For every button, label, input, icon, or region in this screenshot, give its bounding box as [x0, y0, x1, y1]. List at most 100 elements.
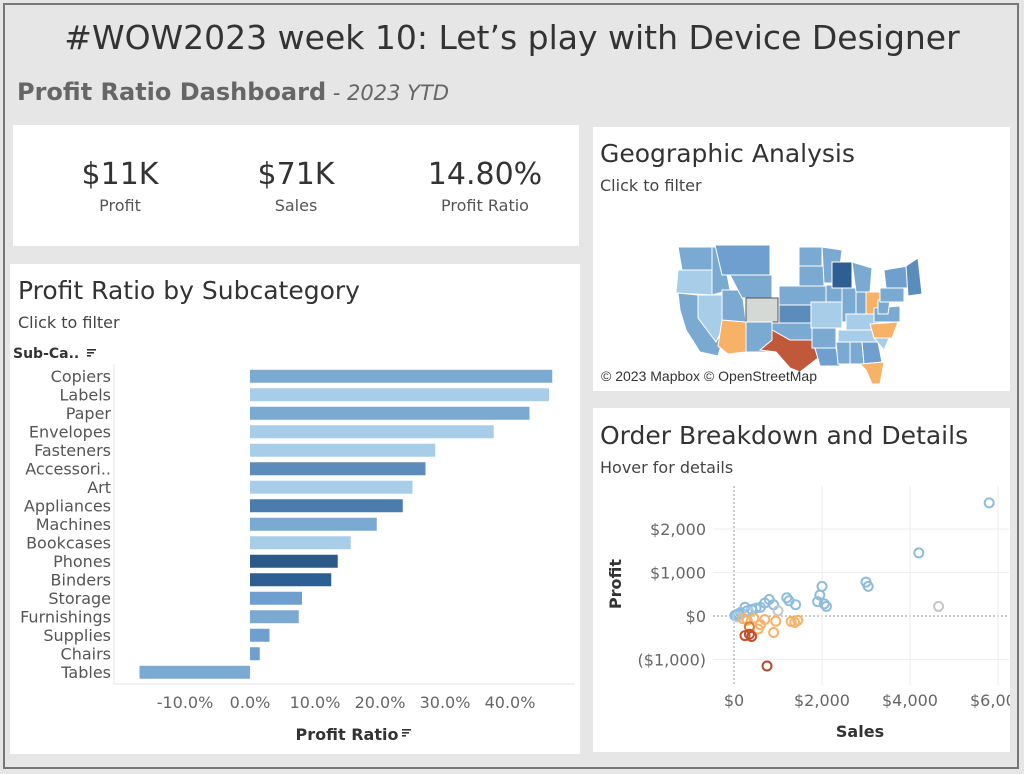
y-tick-label: $2,000	[650, 520, 706, 539]
scatter-point[interactable]	[761, 660, 773, 672]
kpi-sales-label: Sales	[274, 196, 318, 215]
state-washington[interactable]	[677, 246, 713, 271]
scatter-point[interactable]	[933, 600, 945, 612]
scatter-point[interactable]	[820, 600, 832, 612]
bar-storage[interactable]	[250, 591, 302, 605]
state-montana[interactable]	[714, 244, 771, 276]
category-label[interactable]: Fasteners	[34, 441, 111, 460]
state-wisconsin[interactable]	[831, 261, 853, 289]
subtitle-text: Profit Ratio Dashboard	[17, 78, 327, 106]
state-new-england[interactable]	[905, 257, 923, 297]
category-label[interactable]: Paper	[66, 404, 112, 423]
x-tick-label: -10.0%	[157, 693, 214, 712]
scatter-point[interactable]	[737, 613, 749, 625]
bar-labels[interactable]	[250, 388, 549, 402]
bar-envelopes[interactable]	[250, 425, 494, 439]
bar-copiers[interactable]	[250, 369, 553, 383]
state-north-dakota[interactable]	[798, 246, 823, 267]
scatter-point[interactable]	[983, 497, 995, 509]
scatter-point[interactable]	[818, 598, 830, 610]
kpi-profit-ratio-label: Profit Ratio	[441, 196, 529, 215]
category-label[interactable]: Phones	[53, 552, 111, 571]
scatter-point[interactable]	[743, 621, 755, 633]
axis-sort-icon[interactable]	[402, 729, 411, 737]
category-label[interactable]: Appliances	[24, 496, 111, 515]
scatter-point[interactable]	[770, 615, 782, 627]
state-mississippi[interactable]	[835, 341, 851, 365]
state-michigan[interactable]	[851, 261, 873, 293]
state-georgia[interactable]	[861, 341, 883, 365]
bar-fasteners[interactable]	[250, 443, 436, 457]
bar-supplies[interactable]	[250, 628, 270, 642]
scatter-point[interactable]	[743, 628, 755, 640]
geo-hint: Click to filter	[600, 176, 702, 195]
scatter-point[interactable]	[862, 580, 874, 592]
state-oregon[interactable]	[675, 269, 713, 296]
us-state-map[interactable]	[593, 127, 1010, 391]
category-label[interactable]: Envelopes	[29, 422, 111, 441]
scatter-point[interactable]	[814, 589, 826, 601]
category-label[interactable]: Storage	[48, 589, 111, 608]
scatter-point[interactable]	[759, 613, 771, 625]
kpi-profit-ratio-value: 14.80%	[427, 157, 543, 192]
y-tick-label: $0	[686, 607, 706, 626]
category-label[interactable]: Furnishings	[20, 607, 111, 626]
scatter-point[interactable]	[789, 617, 801, 629]
bar-phones[interactable]	[250, 554, 338, 568]
bar-chairs[interactable]	[250, 647, 260, 661]
scatter-point[interactable]	[913, 547, 925, 559]
order-scatter-chart[interactable]: ($1,000) $0 $1,000 $2,000 $0 $2,000 $4,000 $6,0…	[593, 408, 1010, 752]
dashboard-frame	[3, 3, 1019, 769]
state-nevada[interactable]	[697, 294, 723, 343]
subcategory-panel: Profit Ratio by Subcategory Click to fil…	[10, 264, 580, 754]
scatter-point[interactable]	[746, 630, 758, 642]
x-tick-label: 30.0%	[420, 693, 471, 712]
category-label[interactable]: Copiers	[51, 367, 111, 386]
category-label[interactable]: Binders	[51, 570, 111, 589]
state-arkansas[interactable]	[811, 327, 837, 349]
kpi-profit: $11K Profit	[35, 157, 205, 215]
state-louisiana[interactable]	[814, 347, 841, 367]
category-label[interactable]: Labels	[60, 385, 112, 404]
state-florida[interactable]	[858, 361, 885, 385]
y-tick-label: ($1,000)	[638, 651, 706, 670]
subcategory-column-header: Sub-Ca..	[13, 346, 79, 362]
column-sort-icon[interactable]	[87, 349, 96, 357]
x-tick-label: 20.0%	[355, 693, 406, 712]
x-axis-label: Profit Ratio	[296, 725, 399, 744]
category-label[interactable]: Bookcases	[26, 533, 111, 552]
state-south-dakota[interactable]	[798, 265, 825, 287]
subcategory-bar-chart[interactable]: Sub-Ca.. -10.0% 0.0% 10.0% 20.0% 30.0% 40.0% C…	[10, 264, 580, 754]
state-arizona[interactable]	[717, 319, 747, 355]
map-credit: © 2023 Mapbox © OpenStreetMap	[601, 368, 817, 384]
bar-appliances[interactable]	[250, 499, 403, 513]
category-label[interactable]: Accessori..	[25, 459, 111, 478]
dashboard-subtitle: Profit Ratio Dashboard - 2023 YTD	[17, 78, 449, 106]
state-pennsylvania[interactable]	[879, 287, 905, 303]
bar-paper[interactable]	[250, 406, 530, 420]
scatter-point[interactable]	[772, 605, 784, 617]
state-texas[interactable]	[758, 329, 819, 373]
kpi-profit-label: Profit	[99, 196, 141, 215]
scatter-point[interactable]	[748, 612, 760, 624]
bar-furnishings[interactable]	[250, 610, 299, 624]
scatter-point[interactable]	[790, 599, 802, 611]
bar-machines[interactable]	[250, 517, 377, 531]
category-label[interactable]: Tables	[60, 663, 111, 682]
scatter-point[interactable]	[812, 596, 824, 608]
scatter-point[interactable]	[768, 627, 780, 639]
scatter-point[interactable]	[732, 611, 744, 623]
state-missouri[interactable]	[810, 301, 843, 329]
bar-bookcases[interactable]	[250, 536, 351, 550]
bar-art[interactable]	[250, 480, 413, 494]
bar-binders[interactable]	[250, 573, 332, 587]
category-label[interactable]: Machines	[36, 515, 111, 534]
state-kansas[interactable]	[778, 304, 812, 324]
state-north-carolina[interactable]	[869, 321, 899, 339]
state-colorado[interactable]	[745, 297, 779, 323]
category-label[interactable]: Chairs	[61, 644, 111, 663]
bar-accessori[interactable]	[250, 462, 426, 476]
bar-tables[interactable]	[139, 665, 251, 679]
category-label[interactable]: Supplies	[43, 626, 111, 645]
category-label[interactable]: Art	[87, 478, 111, 497]
